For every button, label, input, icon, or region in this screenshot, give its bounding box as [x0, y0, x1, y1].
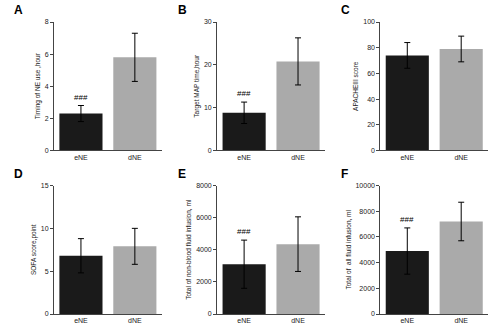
- svg-text:eNE: eNE: [74, 317, 88, 324]
- svg-text:2: 2: [45, 115, 49, 122]
- svg-text:8000: 8000: [359, 208, 375, 215]
- svg-text:8: 8: [45, 18, 49, 25]
- svg-text:SOFA score,point: SOFA score,point: [30, 224, 38, 275]
- svg-text:APACHEIII score: APACHEIII score: [352, 61, 359, 111]
- svg-text:dNE: dNE: [454, 154, 468, 161]
- svg-text:10: 10: [41, 225, 49, 232]
- svg-text:###: ###: [74, 93, 88, 102]
- svg-text:dNE: dNE: [291, 154, 305, 161]
- svg-text:6000: 6000: [359, 233, 375, 240]
- svg-text:60: 60: [367, 70, 375, 77]
- svg-text:Timing of NE use ,hour: Timing of NE use ,hour: [34, 52, 42, 119]
- svg-text:###: ###: [237, 227, 251, 236]
- svg-text:100: 100: [363, 18, 375, 25]
- svg-text:eNE: eNE: [237, 154, 251, 161]
- svg-text:0: 0: [371, 310, 375, 317]
- svg-text:C: C: [341, 3, 350, 17]
- svg-text:0: 0: [45, 147, 49, 154]
- svg-text:10: 10: [204, 104, 212, 111]
- svg-text:0: 0: [208, 310, 212, 317]
- svg-text:0: 0: [45, 310, 49, 317]
- svg-text:4000: 4000: [196, 246, 212, 253]
- svg-text:0: 0: [371, 147, 375, 154]
- svg-text:Target MAP time,hour: Target MAP time,hour: [193, 54, 201, 118]
- svg-text:4: 4: [45, 83, 49, 90]
- svg-text:D: D: [14, 167, 23, 181]
- svg-text:A: A: [14, 3, 23, 17]
- svg-text:15: 15: [41, 182, 49, 189]
- svg-text:dNE: dNE: [128, 154, 142, 161]
- svg-text:80: 80: [367, 44, 375, 51]
- svg-text:F: F: [341, 167, 348, 181]
- svg-text:###: ###: [400, 215, 414, 224]
- svg-text:Total of non-blood fluid infus: Total of non-blood fluid infusion, ml: [185, 199, 192, 300]
- svg-text:eNE: eNE: [400, 154, 414, 161]
- svg-text:2000: 2000: [196, 278, 212, 285]
- svg-text:6000: 6000: [196, 214, 212, 221]
- svg-text:10000: 10000: [355, 182, 375, 189]
- svg-text:###: ###: [237, 89, 251, 98]
- svg-text:6: 6: [45, 51, 49, 58]
- svg-text:30: 30: [204, 18, 212, 25]
- svg-text:0: 0: [208, 147, 212, 154]
- svg-text:5: 5: [45, 268, 49, 275]
- svg-text:Total of all fluid infusion,: Total of all fluid infusion, ml: [345, 209, 352, 289]
- svg-text:40: 40: [367, 96, 375, 103]
- svg-text:2000: 2000: [359, 285, 375, 292]
- svg-text:20: 20: [367, 121, 375, 128]
- svg-text:eNE: eNE: [237, 317, 251, 324]
- svg-text:eNE: eNE: [74, 154, 88, 161]
- svg-text:8000: 8000: [196, 182, 212, 189]
- svg-text:20: 20: [204, 61, 212, 68]
- svg-text:eNE: eNE: [400, 317, 414, 324]
- svg-text:B: B: [178, 3, 187, 17]
- svg-text:dNE: dNE: [454, 317, 468, 324]
- svg-text:dNE: dNE: [128, 317, 142, 324]
- svg-text:dNE: dNE: [291, 317, 305, 324]
- svg-text:4000: 4000: [359, 259, 375, 266]
- svg-text:E: E: [178, 167, 186, 181]
